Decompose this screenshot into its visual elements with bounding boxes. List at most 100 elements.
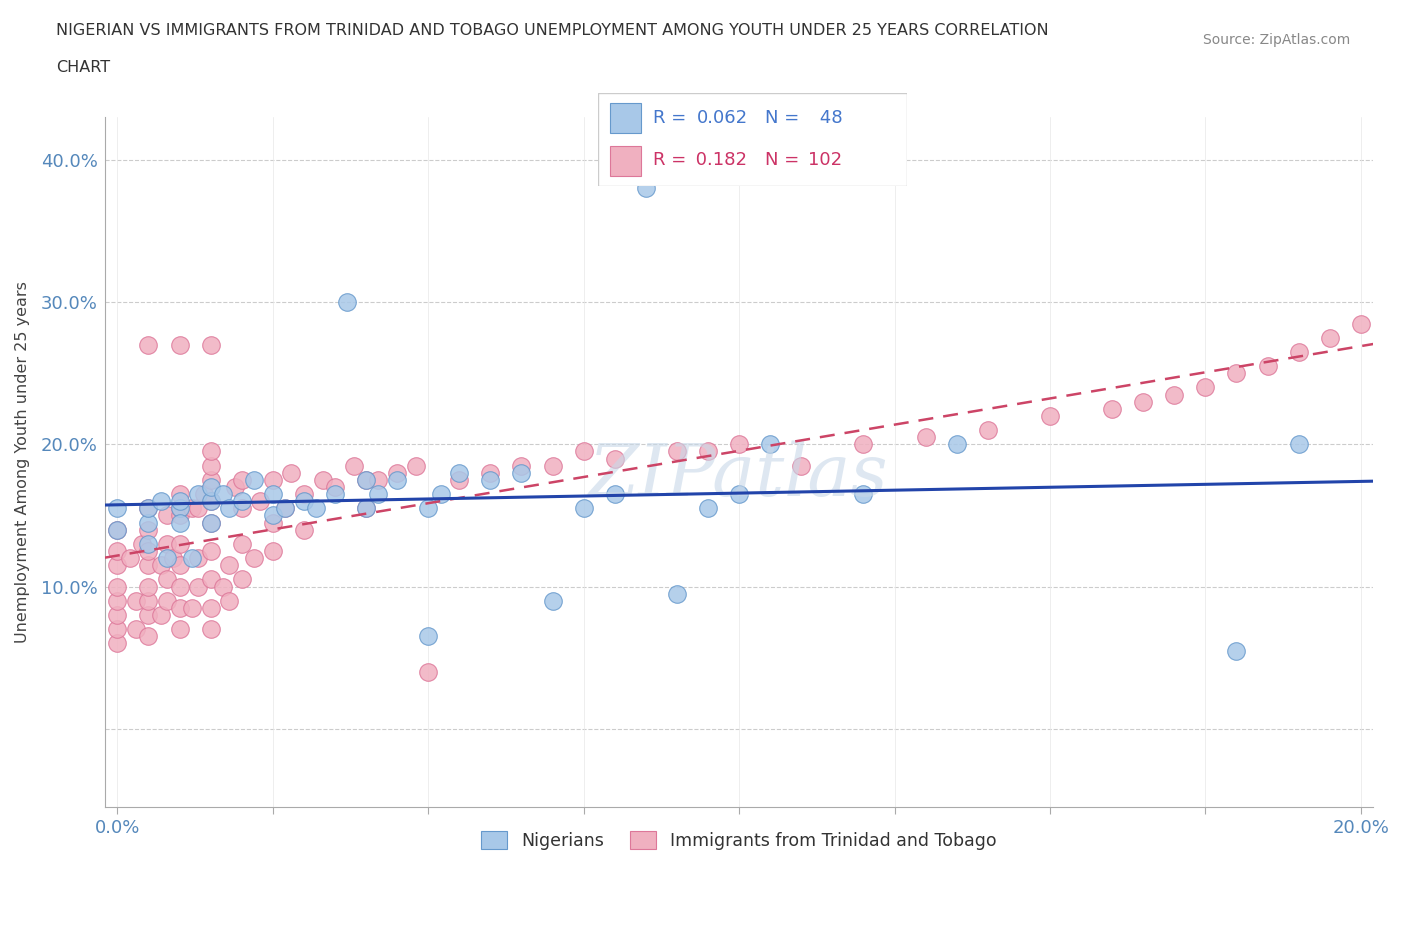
Y-axis label: Unemployment Among Youth under 25 years: Unemployment Among Youth under 25 years — [15, 281, 30, 643]
Point — [138, 523, 160, 538]
Point — [156, 593, 179, 608]
Point — [728, 437, 751, 452]
Point — [200, 572, 222, 587]
Point — [405, 458, 427, 473]
Point — [510, 458, 533, 473]
Point — [200, 515, 222, 530]
Point — [125, 622, 148, 637]
Point — [1132, 394, 1154, 409]
Point — [262, 508, 284, 523]
Point — [169, 537, 191, 551]
Point — [418, 501, 440, 516]
Point — [292, 486, 315, 501]
Point — [1350, 316, 1372, 331]
Point — [249, 494, 271, 509]
Point — [634, 181, 657, 196]
Point — [262, 544, 284, 559]
Point — [231, 494, 253, 509]
Point — [187, 486, 209, 501]
Point — [418, 664, 440, 679]
Point — [200, 515, 222, 530]
Point — [218, 593, 240, 608]
Point — [292, 494, 315, 509]
Text: 0.182: 0.182 — [690, 152, 748, 169]
Point — [212, 486, 235, 501]
Point — [274, 501, 297, 516]
Point — [305, 501, 328, 516]
Point — [541, 593, 564, 608]
Point — [105, 523, 128, 538]
Point — [138, 607, 160, 622]
Point — [336, 295, 359, 310]
Point — [572, 444, 595, 458]
Point — [385, 465, 408, 480]
Point — [169, 338, 191, 352]
Point — [418, 629, 440, 644]
Point — [354, 501, 377, 516]
Point — [200, 622, 222, 637]
Point — [231, 537, 253, 551]
Point — [1225, 644, 1247, 658]
Point — [138, 558, 160, 573]
Point — [385, 472, 408, 487]
Point — [759, 437, 782, 452]
Point — [367, 486, 389, 501]
Point — [231, 501, 253, 516]
Point — [479, 465, 502, 480]
Point — [200, 444, 222, 458]
Point — [697, 444, 720, 458]
Point — [1288, 344, 1310, 359]
Point — [156, 508, 179, 523]
Point — [1257, 359, 1279, 374]
Point — [181, 551, 204, 565]
Point — [149, 607, 172, 622]
Point — [138, 515, 160, 530]
Text: 102: 102 — [808, 152, 842, 169]
Point — [169, 579, 191, 594]
Point — [138, 593, 160, 608]
Point — [156, 572, 179, 587]
Point — [1101, 402, 1123, 417]
Point — [231, 472, 253, 487]
Point — [200, 458, 222, 473]
Text: Source: ZipAtlas.com: Source: ZipAtlas.com — [1202, 33, 1350, 46]
Point — [105, 544, 128, 559]
Point — [169, 515, 191, 530]
Point — [169, 558, 191, 573]
Point — [212, 579, 235, 594]
Text: N =: N = — [765, 109, 804, 126]
Point — [200, 544, 222, 559]
Point — [200, 472, 222, 487]
Point — [429, 486, 451, 501]
Point — [105, 501, 128, 516]
Point — [105, 607, 128, 622]
Point — [105, 579, 128, 594]
Point — [292, 523, 315, 538]
Point — [131, 537, 153, 551]
Point — [1194, 380, 1216, 395]
Point — [187, 501, 209, 516]
Point — [169, 622, 191, 637]
Point — [1225, 365, 1247, 380]
Point — [218, 501, 240, 516]
Point — [138, 579, 160, 594]
Point — [262, 515, 284, 530]
Point — [914, 430, 936, 445]
Point — [156, 551, 179, 565]
Text: CHART: CHART — [56, 60, 110, 75]
Point — [125, 593, 148, 608]
Point — [262, 486, 284, 501]
Bar — [610, 103, 641, 133]
Point — [138, 501, 160, 516]
Point — [1288, 437, 1310, 452]
Point — [138, 501, 160, 516]
Point — [603, 451, 626, 466]
Point — [169, 501, 191, 516]
Point — [169, 501, 191, 516]
Point — [105, 593, 128, 608]
Point — [105, 558, 128, 573]
Point — [311, 472, 333, 487]
Text: ZIPatlas: ZIPatlas — [589, 441, 889, 512]
Point — [200, 601, 222, 616]
Point — [200, 494, 222, 509]
